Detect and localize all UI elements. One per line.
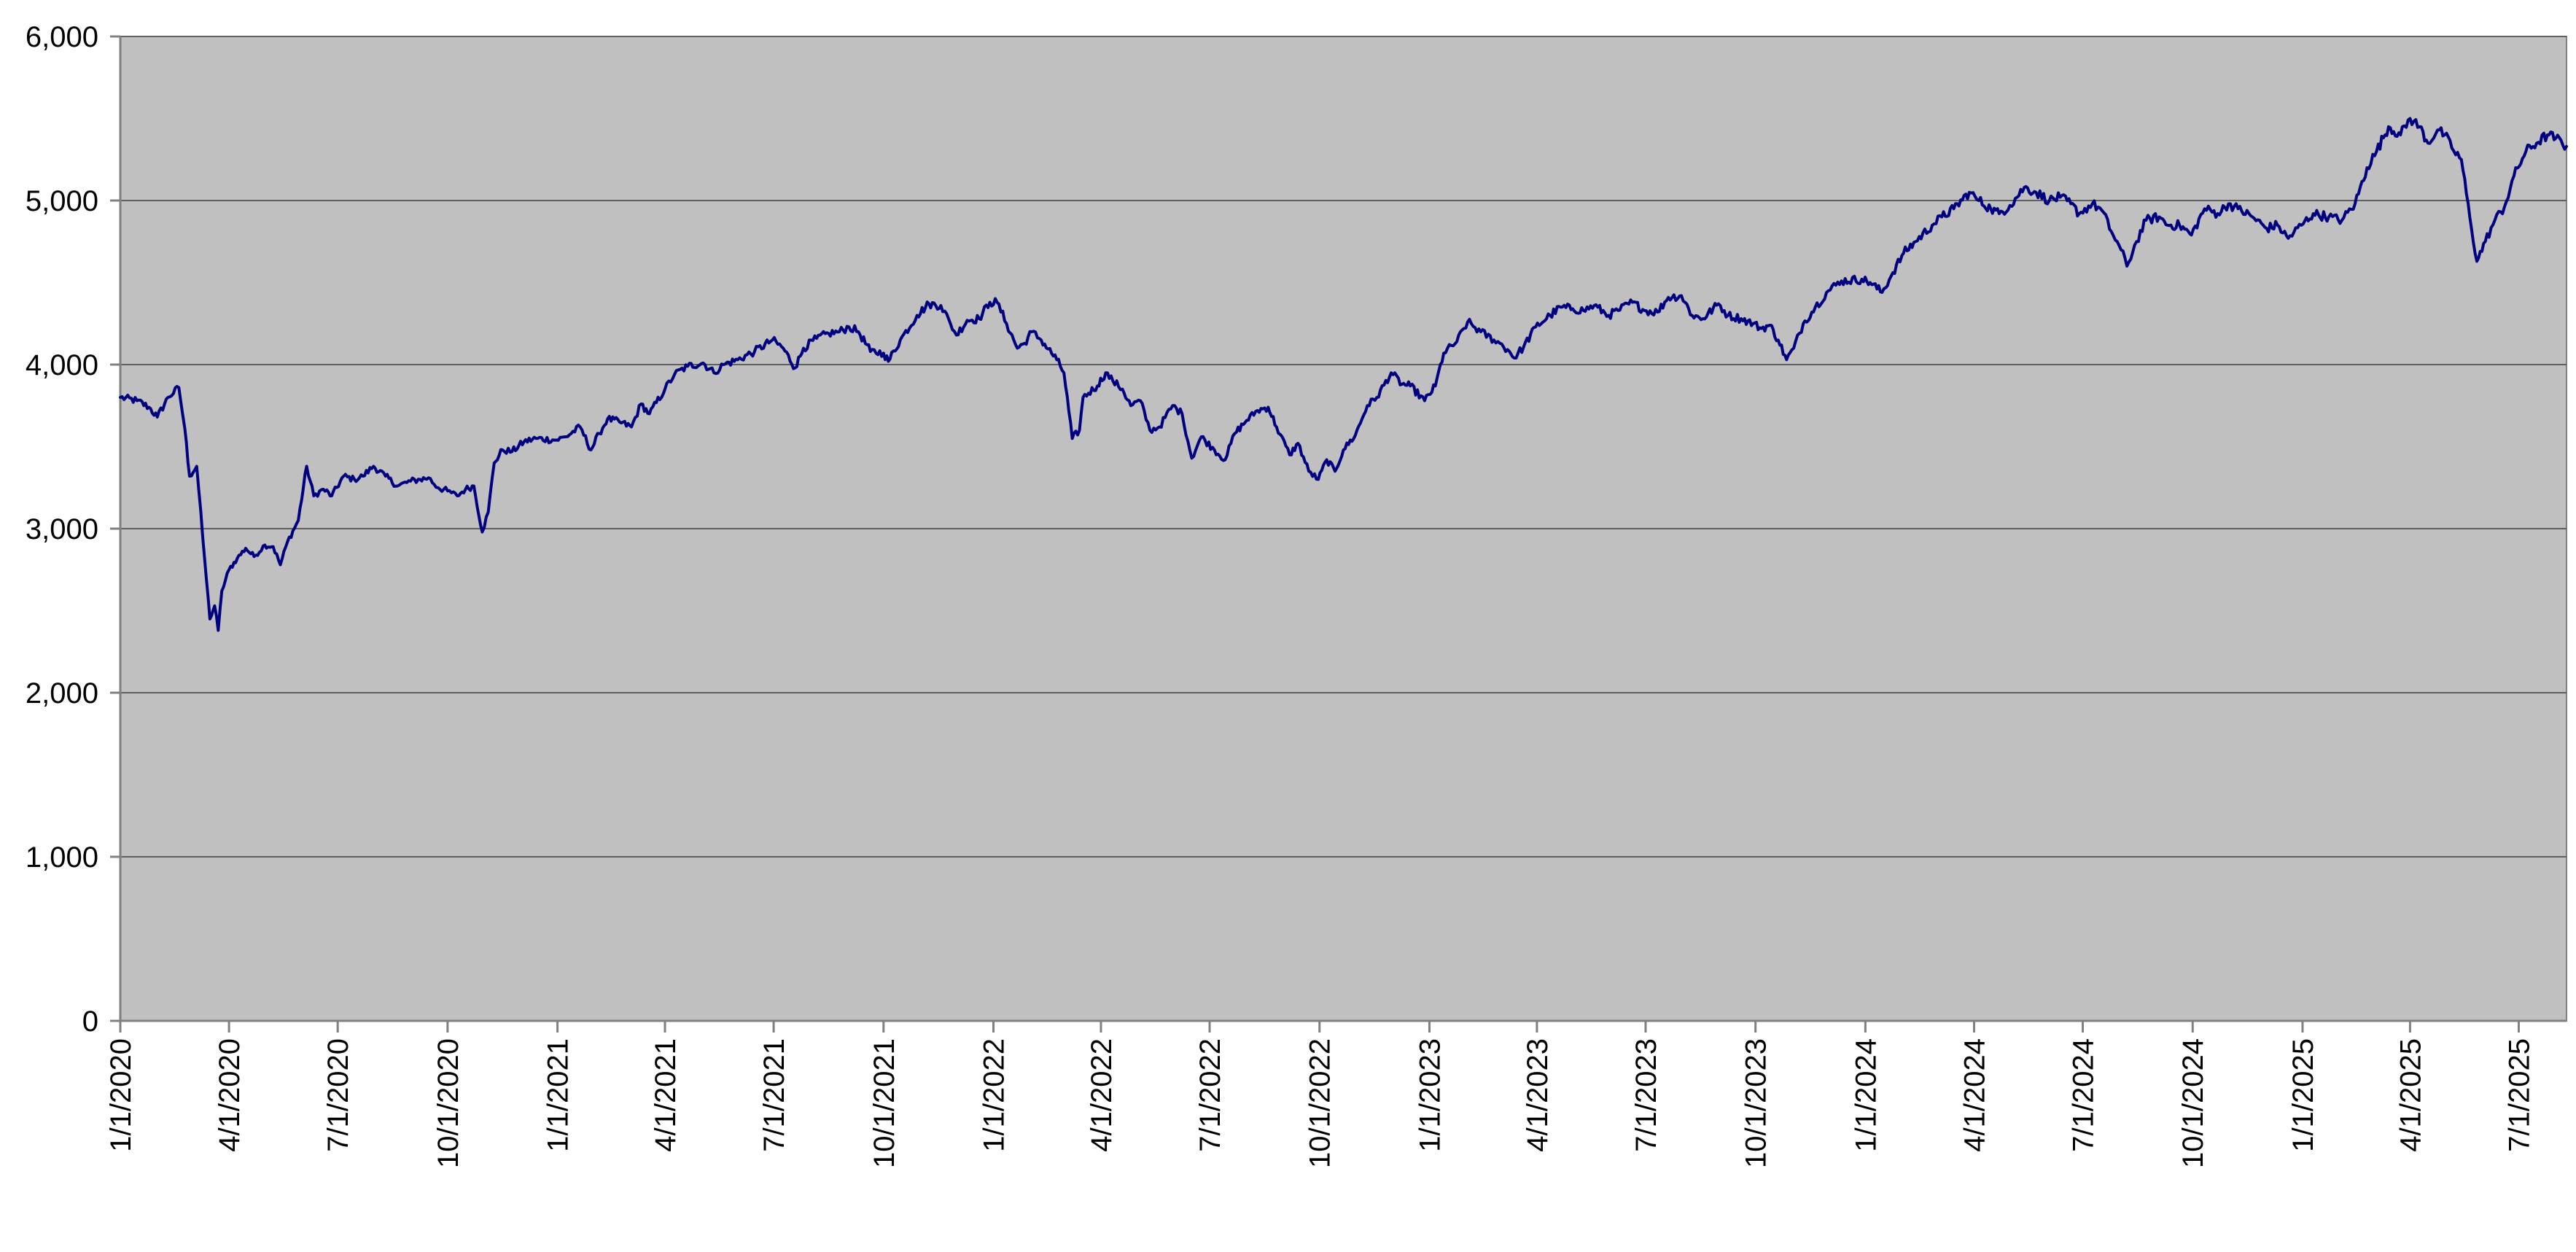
y-tick-label: 1,000 [26, 841, 98, 874]
x-tick-label: 10/1/2021 [868, 1038, 900, 1168]
gridlines [120, 36, 2567, 858]
y-tick-label: 2,000 [26, 677, 98, 709]
x-tick-label: 10/1/2020 [432, 1038, 464, 1168]
x-tick-label: 7/1/2024 [2068, 1038, 2100, 1152]
x-tick-label: 4/1/2022 [1086, 1038, 1118, 1152]
x-tick-label: 1/1/2020 [105, 1038, 137, 1152]
x-tick-label: 4/1/2020 [214, 1038, 246, 1152]
x-tick-label: 10/1/2022 [1304, 1038, 1336, 1168]
x-tick-label: 4/1/2025 [2394, 1038, 2427, 1152]
y-tick-label: 0 [82, 1006, 98, 1038]
x-tick-label: 1/1/2022 [978, 1038, 1011, 1152]
x-tick-label: 1/1/2021 [542, 1038, 575, 1152]
x-tick-label: 1/1/2024 [1850, 1038, 1882, 1152]
x-tick-label: 1/1/2023 [1414, 1038, 1446, 1152]
x-tick-label: 7/1/2021 [758, 1038, 790, 1152]
x-tick-label: 1/1/2025 [2287, 1038, 2319, 1152]
x-tick-label: 4/1/2024 [1958, 1038, 1991, 1152]
x-tick-label: 7/1/2025 [2503, 1038, 2535, 1152]
x-tick-label: 4/1/2021 [650, 1038, 682, 1152]
x-tick-label: 10/1/2023 [1740, 1038, 1773, 1168]
y-tick-label: 4,000 [26, 349, 98, 381]
y-tick-label: 3,000 [26, 513, 98, 545]
y-axis-ticks: 0 1,000 2,000 3,000 4,000 5,000 6,000 [26, 21, 120, 1038]
y-tick-label: 6,000 [26, 21, 98, 53]
x-axis-ticks: 1/1/2020 4/1/2020 7/1/2020 10/1/2020 1/1/202… [105, 1021, 2535, 1168]
x-tick-label: 10/1/2024 [2177, 1038, 2209, 1168]
series-layer [119, 117, 2568, 632]
x-tick-label: 7/1/2020 [322, 1038, 354, 1152]
y-tick-label: 5,000 [26, 185, 98, 217]
series-line [119, 117, 2568, 632]
x-tick-label: 4/1/2023 [1522, 1038, 1554, 1152]
x-tick-label: 7/1/2023 [1630, 1038, 1662, 1152]
x-tick-label: 7/1/2022 [1194, 1038, 1226, 1152]
